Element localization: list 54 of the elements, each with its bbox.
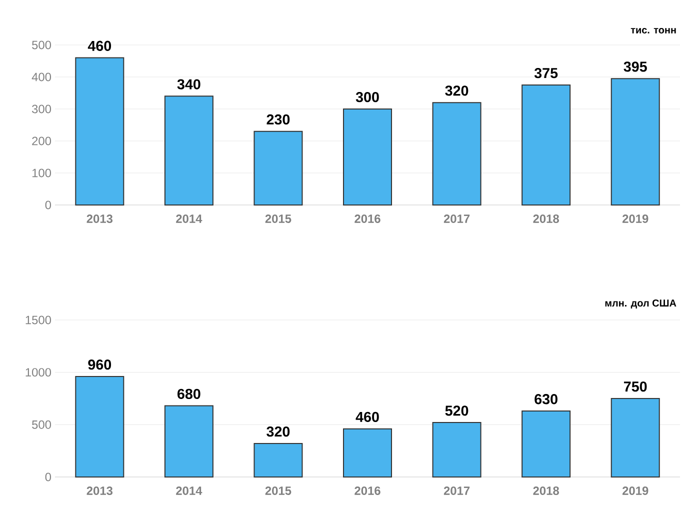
bar [75, 57, 124, 206]
data-label: 460 [356, 412, 379, 422]
x-tick-label: 2014 [176, 214, 202, 223]
x-tick-label: 2014 [176, 486, 202, 495]
y-tick-label: 100 [32, 168, 52, 178]
bar [432, 102, 482, 206]
data-label: 340 [177, 79, 200, 90]
data-label: 750 [624, 382, 647, 392]
y-axis-title: млн. дол США [605, 300, 676, 308]
y-tick-label: 500 [32, 420, 52, 429]
bar [75, 376, 124, 478]
bar [610, 398, 660, 478]
y-tick-label: 0 [45, 200, 52, 210]
data-label: 320 [445, 86, 468, 96]
x-tick-label: 2019 [622, 214, 648, 223]
x-tick-label: 2016 [354, 486, 380, 495]
bar [343, 428, 392, 478]
bar [432, 422, 482, 478]
x-tick-label: 2018 [533, 486, 559, 495]
data-label: 630 [534, 394, 558, 404]
data-label: 300 [356, 92, 379, 102]
data-label: 375 [534, 68, 558, 78]
y-axis-title: тис. тонн [630, 28, 676, 34]
bar [343, 108, 392, 206]
y-tick-label: 0 [45, 472, 52, 482]
y-tick-label: 500 [32, 40, 52, 50]
bar [610, 78, 660, 206]
x-tick-label: 2018 [533, 214, 559, 223]
x-tick-label: 2019 [622, 486, 648, 495]
bar [522, 84, 571, 206]
bar [164, 405, 214, 478]
data-label: 320 [266, 426, 290, 437]
x-tick-label: 2015 [265, 214, 292, 223]
x-tick-label: 2017 [444, 486, 470, 495]
bar [254, 442, 303, 478]
bar [254, 130, 303, 206]
x-tick-label: 2017 [444, 214, 470, 223]
y-tick-label: 200 [32, 136, 52, 146]
data-label: 520 [445, 406, 468, 416]
x-tick-label: 2015 [265, 486, 292, 495]
x-tick-label: 2013 [86, 486, 113, 495]
data-label: 960 [88, 360, 112, 370]
data-label: 680 [178, 388, 200, 399]
x-tick-label: 2016 [354, 214, 380, 223]
y-tick-label: 1000 [26, 368, 52, 377]
bar [164, 96, 214, 206]
data-label: 460 [88, 40, 112, 51]
data-label: 395 [624, 62, 647, 72]
y-tick-label: 300 [32, 104, 52, 114]
x-tick-label: 2013 [86, 214, 113, 223]
y-tick-label: 1500 [26, 316, 52, 324]
data-label: 230 [266, 114, 290, 125]
bar [522, 410, 571, 478]
y-tick-label: 400 [32, 72, 52, 82]
